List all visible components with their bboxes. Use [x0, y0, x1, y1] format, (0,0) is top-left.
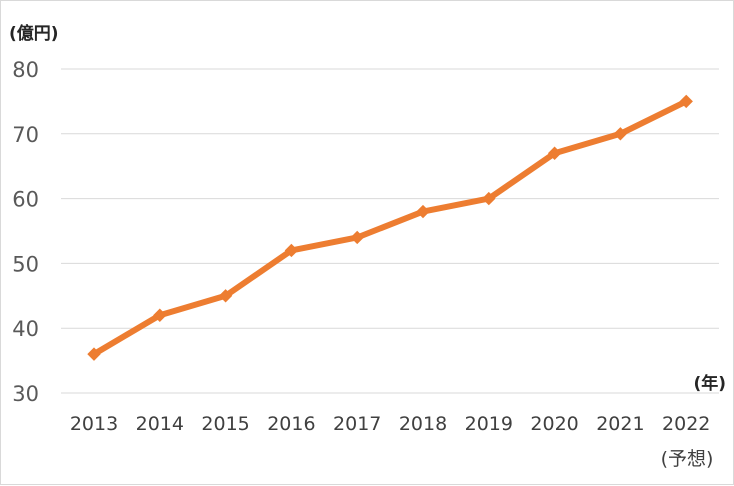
data-point-2018 [416, 204, 430, 219]
x-tick-label-2017: 2017 [333, 413, 381, 435]
data-point-2019 [482, 191, 496, 206]
y-tick-label-70: 70 [12, 123, 39, 147]
series-line-0 [91, 98, 690, 358]
data-point-2013 [87, 347, 101, 361]
x-tick-label-2013: 2013 [70, 413, 118, 435]
y-axis-unit-label: (億円) [9, 23, 59, 44]
x-tick-label-2015: 2015 [201, 413, 249, 435]
x-tick-label-2016: 2016 [267, 413, 315, 435]
x-tick-label-2021: 2021 [596, 413, 644, 435]
x-tick-label-2018: 2018 [399, 413, 447, 435]
series-layer [87, 94, 693, 361]
y-tick-label-80: 80 [12, 58, 39, 82]
data-point-2016 [284, 243, 299, 258]
y-tick-label-60: 60 [12, 188, 39, 212]
x-tick-note-forecast: (予想) [661, 448, 714, 470]
data-point-2021 [613, 127, 628, 141]
gridlines [61, 68, 719, 394]
x-tick-label-2019: 2019 [465, 413, 513, 435]
x-axis-ticks: 2013 2014 2015 2016 2017 2018 2019 2020 2021 2022 [70, 413, 711, 435]
data-point-2020 [547, 146, 562, 160]
x-tick-label-2022: 2022 [662, 413, 710, 435]
data-point-2022 [679, 94, 693, 109]
y-tick-label-30: 30 [12, 382, 39, 406]
y-tick-label-50: 50 [12, 252, 39, 276]
x-axis-unit-label: (年) [693, 373, 726, 394]
x-tick-label-2020: 2020 [530, 413, 578, 435]
y-tick-label-40: 40 [12, 317, 39, 341]
y-axis-ticks: 30 40 50 60 70 80 [12, 58, 39, 406]
data-point-2014 [153, 308, 167, 322]
data-point-2015 [218, 289, 233, 303]
x-tick-label-2014: 2014 [136, 413, 184, 435]
data-point-2017 [350, 230, 364, 245]
